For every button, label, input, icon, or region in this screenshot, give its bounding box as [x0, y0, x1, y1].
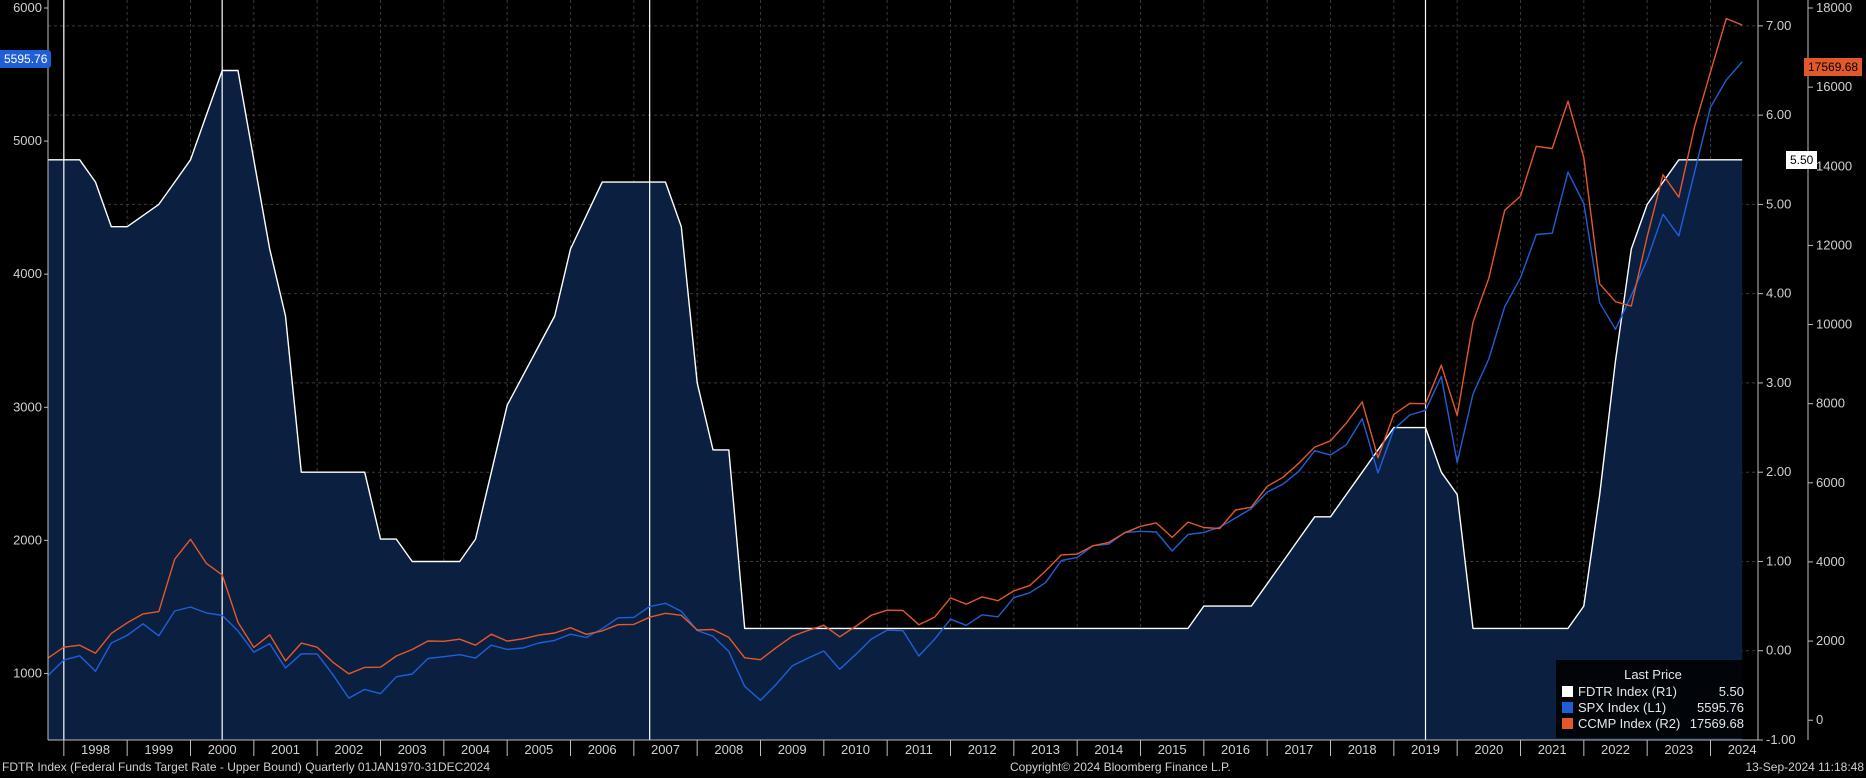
- fdtr-series-line: [48, 69, 1743, 630]
- left-axis-tick-label: 3000: [13, 399, 42, 414]
- x-axis-year-label: 2004: [461, 742, 490, 757]
- right-rate-axis-tick-label: 5.00: [1766, 196, 1791, 211]
- footer-index-description: FDTR Index (Federal Funds Target Rate - …: [2, 760, 491, 774]
- right-rate-axis-tick-label: 6.00: [1766, 107, 1791, 122]
- ccmp-series-line: [47, 17, 1743, 675]
- left-axis-tick-label: 1000: [13, 665, 42, 680]
- left-axis-tick-label: 2000: [13, 532, 42, 547]
- legend-row-ccmp: CCMP Index (R2) 17569.68: [1562, 716, 1744, 732]
- x-axis-year-label: 2007: [651, 742, 680, 757]
- right-index-axis-tick-label: 10000: [1816, 317, 1852, 332]
- left-axis-tick-label: 6000: [13, 0, 42, 15]
- axes: 1000 2000 3000 4000 5000 6000 -1.00 0.00 1.00 2.0…: [13, 0, 1852, 757]
- fdtr-area-fill: [48, 70, 1743, 740]
- legend-swatch-spx: [1562, 702, 1573, 713]
- x-axis-year-label: 2003: [398, 742, 427, 757]
- footer-copyright: Copyright© 2024 Bloomberg Finance L.P.: [1010, 760, 1231, 774]
- footer-timestamp: 13-Sep-2024 11:18:48: [1745, 760, 1864, 774]
- legend-swatch-ccmp: [1562, 718, 1573, 729]
- right-rate-axis-tick-label: 7.00: [1766, 18, 1791, 33]
- legend-label-fdtr: FDTR Index (R1): [1578, 684, 1677, 699]
- right-index-axis-tick-label: 12000: [1816, 237, 1852, 252]
- x-axis-year-label: 2024: [1728, 742, 1757, 757]
- spx-series-line: [47, 61, 1743, 701]
- x-axis-year-label: 2001: [271, 742, 300, 757]
- right-index-axis-tick-label: 0: [1816, 712, 1823, 727]
- x-axis-year-label: 2023: [1664, 742, 1693, 757]
- legend-row-fdtr: FDTR Index (R1) 5.50: [1562, 684, 1744, 700]
- right-index-axis-tick-label: 8000: [1816, 396, 1845, 411]
- spx-last-price-tag: 5595.76: [0, 50, 52, 68]
- ccmp-last-price-tag: 17569.68: [1804, 58, 1863, 76]
- right-rate-axis-tick-label: 2.00: [1766, 464, 1791, 479]
- x-axis-year-label: 2008: [714, 742, 743, 757]
- x-axis-year-label: 2013: [1031, 742, 1060, 757]
- legend-value-spx: 5595.76: [1697, 700, 1744, 715]
- right-index-axis-tick-label: 16000: [1816, 79, 1852, 94]
- right-index-axis-tick-label: 14000: [1816, 158, 1852, 173]
- legend-label-spx: SPX Index (L1): [1578, 700, 1667, 715]
- legend-box: Last Price FDTR Index (R1) 5.50 SPX Inde…: [1556, 660, 1750, 738]
- x-axis-year-label: 2021: [1538, 742, 1567, 757]
- left-axis-tick-label: 5000: [13, 133, 42, 148]
- legend-row-spx: SPX Index (L1) 5595.76: [1562, 700, 1744, 716]
- right-index-axis-tick-label: 4000: [1816, 554, 1845, 569]
- right-rate-axis-tick-label: 0.00: [1766, 643, 1791, 658]
- x-axis-year-label: 2002: [334, 742, 363, 757]
- x-axis-year-label: 2009: [778, 742, 807, 757]
- rate-area: [48, 70, 1743, 740]
- x-axis-year-label: 1998: [81, 742, 110, 757]
- legend-label-ccmp: CCMP Index (R2): [1578, 716, 1681, 731]
- legend-header: Last Price: [1624, 667, 1682, 682]
- right-index-axis-tick-label: 6000: [1816, 475, 1845, 490]
- x-axis-year-label: 2017: [1284, 742, 1313, 757]
- x-axis-year-label: 2006: [588, 742, 617, 757]
- x-axis-year-label: 2005: [524, 742, 553, 757]
- x-axis-year-label: 2019: [1411, 742, 1440, 757]
- x-axis-year-label: 1999: [144, 742, 173, 757]
- right-rate-axis-tick-label: 1.00: [1766, 553, 1791, 568]
- x-axis-year-label: 2016: [1221, 742, 1250, 757]
- x-axis-year-label: 2022: [1601, 742, 1630, 757]
- x-axis-year-label: 2012: [968, 742, 997, 757]
- right-rate-axis-tick-label: -1.00: [1766, 732, 1796, 747]
- x-axis-year-label: 2000: [208, 742, 237, 757]
- series-lines: [47, 17, 1743, 701]
- right-rate-axis-tick-label: 4.00: [1766, 286, 1791, 301]
- legend-swatch-fdtr: [1562, 686, 1573, 697]
- x-axis-year-label: 2020: [1474, 742, 1503, 757]
- left-axis-tick-label: 4000: [13, 266, 42, 281]
- right-rate-axis-tick-label: 3.00: [1766, 375, 1791, 390]
- x-axis-year-label: 2011: [905, 742, 933, 757]
- right-index-axis-tick-label: 18000: [1816, 0, 1852, 15]
- x-axis-year-label: 2014: [1094, 742, 1123, 757]
- fdtr-last-price-tag: 5.50: [1786, 151, 1818, 169]
- x-axis-year-label: 2015: [1158, 742, 1187, 757]
- x-axis-year-label: 2010: [841, 742, 870, 757]
- legend-value-ccmp: 17569.68: [1689, 716, 1744, 731]
- x-axis-year-label: 2018: [1348, 742, 1377, 757]
- legend-value-fdtr: 5.50: [1718, 684, 1744, 699]
- right-index-axis-tick-label: 2000: [1816, 633, 1845, 648]
